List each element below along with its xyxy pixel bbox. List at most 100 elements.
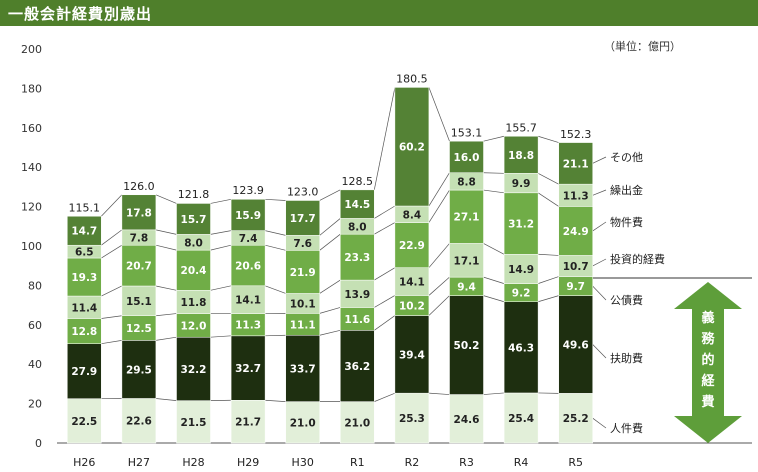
connector-line: [428, 172, 450, 207]
bar-segment: [394, 315, 430, 394]
bar-segment: [176, 249, 211, 291]
chart-title: 一般会計経費別歳出: [8, 5, 153, 23]
data-label: 11.8: [181, 297, 207, 309]
connector-line: [537, 135, 559, 143]
legend-leader-line: [592, 156, 607, 164]
total-label: 115.1: [69, 201, 101, 214]
connector-line: [155, 336, 177, 341]
data-label: 17.7: [290, 213, 316, 225]
data-label: 60.2: [399, 142, 425, 154]
x-tick-label: R4: [514, 456, 529, 469]
connector-line: [319, 307, 341, 314]
connector-line: [483, 243, 505, 255]
bar-segment: [121, 340, 157, 399]
connector-line: [319, 279, 341, 294]
data-label: 14.7: [71, 226, 97, 238]
bar-segment: [340, 279, 375, 308]
bar-segment: [176, 400, 211, 444]
data-label: 9.2: [512, 288, 531, 300]
connector-line: [483, 276, 505, 284]
y-tick-label: 120: [21, 201, 42, 214]
bar-segment: [394, 267, 430, 296]
total-label: 128.5: [342, 175, 374, 188]
bar-segment: [340, 189, 375, 219]
bar-segment: [121, 398, 157, 444]
x-tick-label: H26: [73, 456, 95, 469]
connector-line: [101, 340, 122, 345]
connector-line: [101, 244, 123, 259]
double-arrow-icon: [674, 282, 742, 443]
connector-line: [537, 172, 559, 185]
y-tick-label: 200: [21, 43, 42, 56]
data-label: 15.7: [181, 214, 207, 226]
y-tick-label: 80: [28, 279, 42, 292]
bar-segment: [176, 203, 211, 235]
y-tick-label: 40: [28, 358, 42, 371]
data-label: 17.8: [126, 207, 152, 219]
bracket-label-char: 経: [701, 373, 715, 389]
total-label: 155.7: [505, 121, 537, 134]
bar-segment: [558, 295, 593, 394]
connector-line: [155, 398, 177, 401]
x-tick-label: H29: [237, 456, 259, 469]
bar-segment: [230, 199, 266, 231]
data-label: 29.5: [126, 364, 152, 376]
data-label: 31.2: [508, 219, 534, 231]
data-label: 21.9: [290, 267, 316, 279]
connector-line: [101, 229, 123, 246]
data-label: 19.3: [71, 272, 97, 284]
connector-line: [265, 230, 286, 236]
connector-line: [210, 230, 232, 235]
bar-segment: [340, 401, 375, 444]
connector-line: [428, 87, 450, 142]
connector-line: [319, 329, 341, 336]
data-label: 25.3: [399, 413, 425, 425]
data-label: 12.5: [126, 323, 152, 335]
data-label: 22.6: [126, 416, 152, 428]
connector-line: [428, 189, 450, 223]
data-label: 7.4: [239, 233, 258, 245]
x-tick-label: H27: [128, 456, 150, 469]
data-label: 36.2: [344, 361, 370, 373]
data-label: 20.7: [126, 261, 152, 273]
connector-line: [483, 172, 505, 174]
data-label: 9.4: [457, 281, 476, 293]
connector-line: [374, 205, 396, 219]
connector-line: [538, 253, 559, 256]
data-label: 12.0: [181, 320, 207, 332]
data-label: 8.0: [348, 221, 367, 233]
unit-label: （単位：億円）: [604, 40, 681, 53]
bar-segment: [230, 400, 266, 444]
total-label: 126.0: [123, 180, 155, 193]
y-tick-label: 180: [21, 82, 42, 95]
data-label: 18.8: [508, 150, 534, 162]
bar-segment: [285, 250, 320, 294]
total-label: 121.8: [178, 188, 210, 201]
x-tick-label: R2: [405, 456, 420, 469]
legend-label: 繰出金: [610, 183, 643, 197]
legend-leader-line: [592, 221, 607, 232]
data-label: 21.0: [344, 417, 370, 429]
connector-line: [319, 189, 341, 201]
legend-leader-line: [592, 417, 607, 429]
bar-segment: [394, 392, 430, 444]
total-label: 123.9: [232, 184, 264, 197]
bar-segment: [121, 244, 157, 287]
data-label: 22.9: [399, 240, 425, 252]
data-label: 24.6: [454, 414, 480, 426]
connector-line: [155, 229, 177, 235]
data-label: 11.3: [235, 320, 261, 332]
bar-segment: [67, 398, 102, 444]
x-tick-label: R5: [568, 456, 583, 469]
bar-segment: [503, 301, 539, 394]
connector-line: [155, 313, 177, 317]
bar-segment: [121, 194, 157, 231]
legend-leader-line: [592, 285, 607, 301]
y-tick-label: 100: [21, 240, 42, 253]
bar-segment: [558, 206, 593, 256]
legend-label: 物件費: [610, 215, 643, 229]
connector-line: [374, 315, 396, 331]
bar-segment: [67, 216, 102, 246]
data-label: 10.7: [563, 261, 589, 273]
connector-line: [428, 243, 450, 268]
